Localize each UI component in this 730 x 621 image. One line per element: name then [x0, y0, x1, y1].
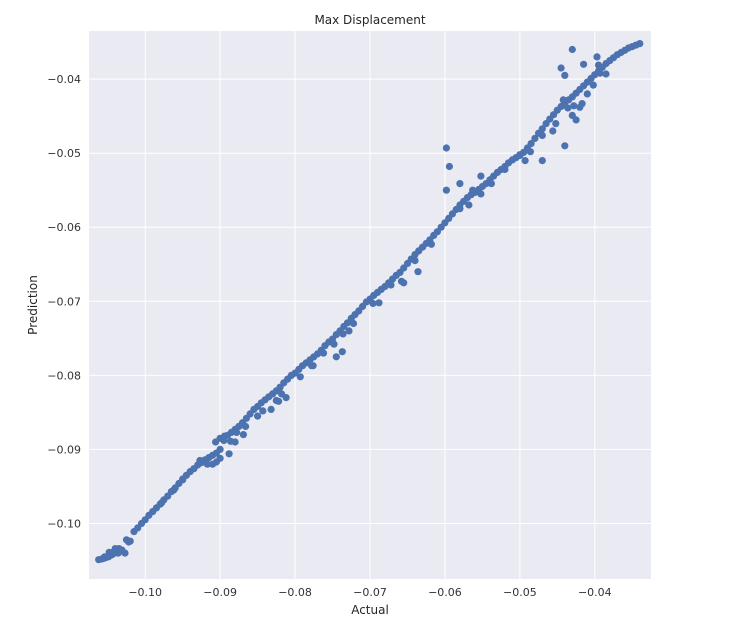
x-tick-label: −0.08	[278, 586, 312, 599]
data-point	[477, 190, 485, 198]
data-point	[583, 90, 591, 98]
data-point	[225, 450, 233, 458]
data-point	[242, 422, 250, 430]
data-point	[105, 548, 113, 556]
y-tick-label: −0.07	[47, 295, 81, 308]
y-axis-ticks: −0.10 −0.09 −0.08 −0.07 −0.06 −0.05 −0.04	[47, 73, 81, 530]
data-point	[538, 125, 546, 133]
data-point	[121, 549, 129, 557]
y-axis-label: Prediction	[26, 275, 40, 335]
data-point	[309, 362, 317, 370]
data-point	[239, 431, 247, 439]
x-tick-label: −0.09	[203, 586, 237, 599]
data-point	[233, 428, 241, 436]
data-point	[549, 127, 557, 135]
data-point	[570, 102, 578, 110]
data-point	[516, 151, 524, 159]
data-point	[561, 142, 569, 150]
data-point	[427, 240, 435, 248]
data-point	[596, 69, 604, 77]
data-point	[589, 81, 597, 89]
data-point	[531, 134, 539, 142]
data-point	[275, 397, 283, 405]
y-tick-label: −0.09	[47, 443, 81, 456]
data-point	[538, 157, 546, 165]
data-point	[387, 281, 395, 289]
data-point	[469, 186, 477, 194]
data-point	[442, 186, 450, 194]
data-point	[203, 460, 211, 468]
data-point	[501, 165, 509, 174]
data-point	[101, 553, 109, 561]
data-point	[477, 172, 485, 180]
data-point	[231, 438, 239, 446]
data-point	[552, 120, 560, 128]
data-point	[456, 205, 464, 213]
data-point	[559, 96, 567, 104]
data-point	[158, 499, 166, 507]
x-axis-ticks: −0.10 −0.09 −0.08 −0.07 −0.06 −0.05 −0.04	[128, 586, 611, 599]
data-point	[400, 279, 408, 287]
data-point	[456, 180, 464, 188]
data-point	[375, 299, 383, 307]
data-point	[267, 405, 275, 413]
x-tick-label: −0.07	[353, 586, 387, 599]
data-point	[442, 144, 450, 152]
x-tick-label: −0.10	[128, 586, 162, 599]
data-point	[296, 373, 304, 381]
y-tick-label: −0.06	[47, 221, 81, 234]
data-point	[594, 61, 603, 69]
data-point	[602, 70, 610, 78]
data-point	[561, 71, 569, 79]
y-tick-label: −0.04	[47, 73, 81, 86]
x-axis-label: Actual	[351, 603, 389, 617]
data-point	[527, 140, 535, 148]
data-point	[568, 45, 576, 54]
data-point	[465, 201, 473, 209]
data-point	[330, 340, 338, 348]
data-point	[196, 456, 204, 465]
x-tick-label: −0.06	[428, 586, 462, 599]
data-point	[369, 299, 377, 308]
data-point	[170, 486, 178, 494]
chart-title: Max Displacement	[314, 13, 425, 27]
data-point	[216, 454, 224, 462]
data-point	[254, 412, 262, 420]
data-point	[487, 180, 495, 188]
data-points	[95, 40, 644, 564]
data-point	[338, 348, 346, 356]
data-point	[636, 40, 644, 48]
data-point	[445, 162, 453, 171]
data-point	[179, 475, 187, 483]
y-tick-label: −0.05	[47, 147, 81, 160]
data-point	[572, 116, 580, 124]
data-point	[126, 537, 134, 545]
x-tick-label: −0.04	[578, 586, 612, 599]
data-point	[538, 131, 546, 139]
x-tick-label: −0.05	[503, 586, 537, 599]
data-point	[578, 100, 586, 108]
data-point	[580, 60, 588, 68]
data-point	[282, 394, 290, 402]
data-point	[557, 64, 565, 72]
data-point	[212, 438, 220, 446]
data-point	[216, 445, 224, 453]
data-point	[411, 257, 419, 265]
y-tick-label: −0.10	[47, 517, 81, 530]
data-point	[349, 319, 358, 328]
data-point	[339, 330, 347, 338]
data-point	[345, 327, 353, 335]
data-point	[259, 407, 267, 415]
data-point	[526, 148, 535, 156]
y-tick-label: −0.08	[47, 369, 81, 382]
data-point	[332, 353, 340, 361]
data-point	[414, 268, 422, 276]
data-point	[593, 53, 601, 61]
data-point	[564, 104, 572, 112]
data-point	[319, 349, 328, 357]
data-point	[521, 157, 529, 165]
